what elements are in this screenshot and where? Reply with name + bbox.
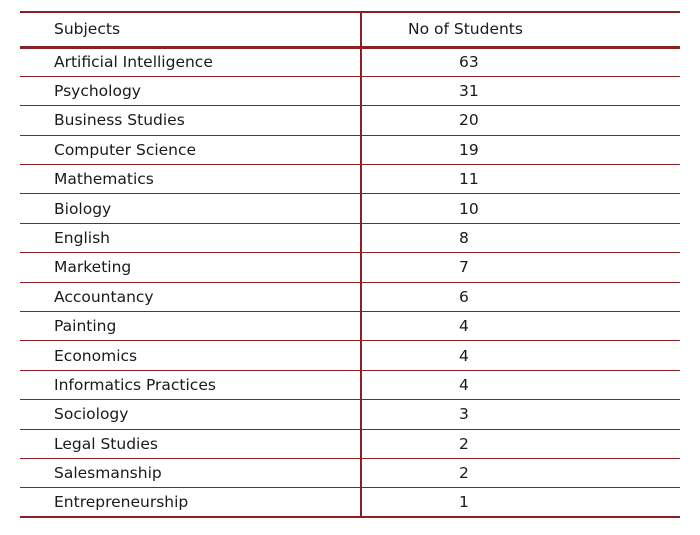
subject-cell: Mathematics xyxy=(20,164,362,195)
subject-cell: Computer Science xyxy=(20,135,362,166)
table-row: Mathematics 11 xyxy=(20,164,680,195)
table-row: Salesmanship 2 xyxy=(20,458,680,489)
subject-cell: Legal Studies xyxy=(20,429,362,459)
subject-cell: Business Studies xyxy=(20,105,362,136)
students-cell: 4 xyxy=(361,370,680,401)
students-cell: 8 xyxy=(361,223,680,254)
students-cell: 3 xyxy=(361,399,680,430)
subject-cell: English xyxy=(20,223,362,254)
subject-cell: Accountancy xyxy=(20,282,362,313)
students-cell: 7 xyxy=(361,252,680,283)
students-cell: 1 xyxy=(361,487,680,519)
table-row: Entrepreneurship 1 xyxy=(20,487,680,519)
table-row: Computer Science 19 xyxy=(20,135,680,166)
table-row: English 8 xyxy=(20,223,680,254)
subject-cell: Sociology xyxy=(20,399,362,430)
subject-cell: Entrepreneurship xyxy=(20,487,362,519)
students-cell: 2 xyxy=(361,458,680,489)
table-row: Informatics Practices 4 xyxy=(20,370,680,401)
students-cell: 63 xyxy=(361,47,680,77)
header-no-of-students: No of Students xyxy=(361,11,680,49)
table-row: Artificial Intelligence 63 xyxy=(20,47,680,77)
table-row: Business Studies 20 xyxy=(20,105,680,136)
subject-cell: Biology xyxy=(20,193,362,224)
subjects-table-container: Subjects No of Students Artificial Intel… xyxy=(20,11,680,519)
students-cell: 20 xyxy=(361,105,680,136)
table-row: Economics 4 xyxy=(20,340,680,371)
students-cell: 11 xyxy=(361,164,680,195)
table-row: Accountancy 6 xyxy=(20,282,680,313)
table-row: Sociology 3 xyxy=(20,399,680,430)
subject-cell: Economics xyxy=(20,340,362,371)
subject-cell: Salesmanship xyxy=(20,458,362,489)
subject-cell: Painting xyxy=(20,311,362,342)
subjects-table: Subjects No of Students Artificial Intel… xyxy=(20,11,680,519)
table-row: Marketing 7 xyxy=(20,252,680,283)
students-cell: 6 xyxy=(361,282,680,313)
table-row: Painting 4 xyxy=(20,311,680,342)
header-row: Subjects No of Students xyxy=(20,11,680,49)
subject-cell: Psychology xyxy=(20,76,362,107)
table-row: Biology 10 xyxy=(20,193,680,224)
table-header: Subjects No of Students xyxy=(20,11,680,49)
students-cell: 19 xyxy=(361,135,680,166)
header-subjects: Subjects xyxy=(20,11,362,49)
table-row: Psychology 31 xyxy=(20,76,680,107)
subject-cell: Marketing xyxy=(20,252,362,283)
subject-cell: Artificial Intelligence xyxy=(20,47,362,77)
table-body: Artificial Intelligence 63 Psychology 31… xyxy=(20,47,680,519)
students-cell: 31 xyxy=(361,76,680,107)
students-cell: 4 xyxy=(361,311,680,342)
students-cell: 10 xyxy=(361,193,680,224)
students-cell: 4 xyxy=(361,340,680,371)
table-row: Legal Studies 2 xyxy=(20,429,680,459)
subject-cell: Informatics Practices xyxy=(20,370,362,401)
students-cell: 2 xyxy=(361,429,680,459)
